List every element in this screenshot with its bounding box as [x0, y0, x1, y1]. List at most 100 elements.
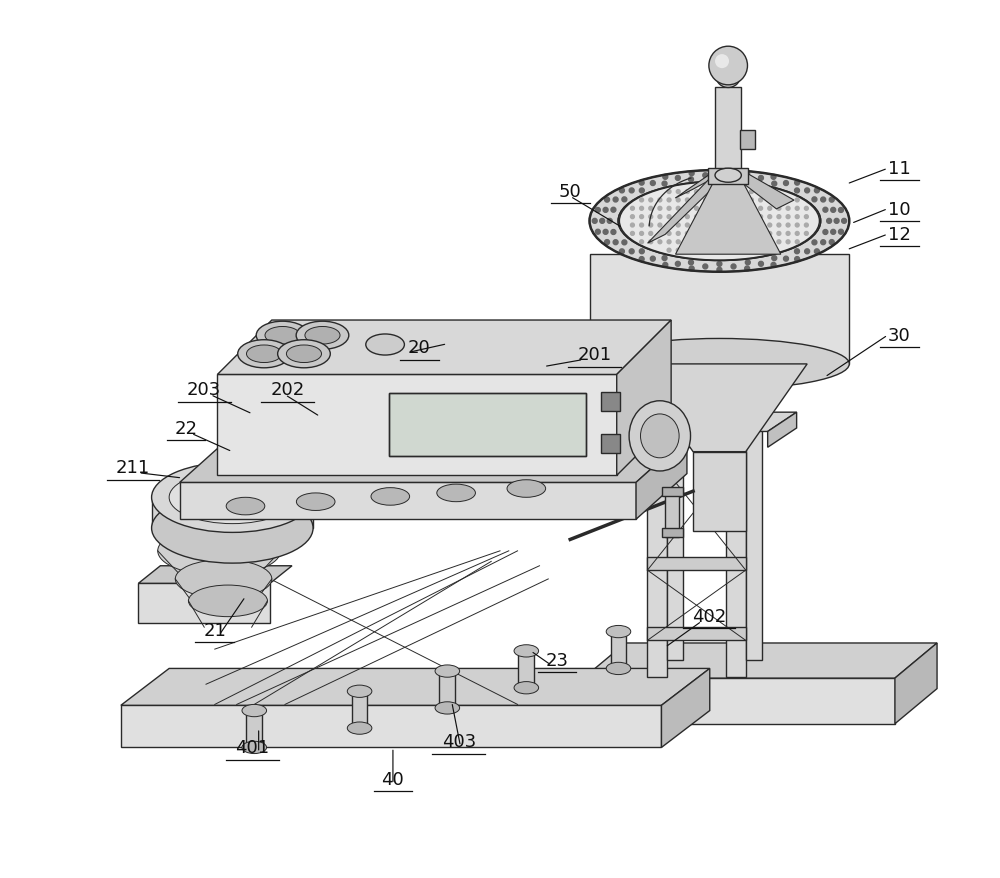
Circle shape [667, 198, 671, 203]
Circle shape [768, 215, 772, 220]
Circle shape [759, 198, 763, 203]
Circle shape [827, 220, 832, 224]
Circle shape [649, 207, 653, 211]
Circle shape [704, 207, 708, 211]
Polygon shape [180, 437, 687, 483]
Polygon shape [152, 498, 313, 529]
Circle shape [786, 207, 790, 211]
Bar [665, 489, 679, 537]
Bar [518, 651, 534, 688]
Circle shape [731, 198, 735, 203]
Ellipse shape [618, 182, 821, 262]
Polygon shape [590, 255, 849, 364]
Circle shape [731, 241, 735, 244]
Circle shape [695, 249, 698, 253]
Circle shape [704, 198, 708, 203]
Circle shape [631, 215, 634, 220]
Circle shape [777, 232, 781, 236]
Circle shape [722, 198, 726, 203]
Circle shape [592, 220, 597, 224]
Circle shape [685, 249, 689, 253]
Circle shape [695, 207, 698, 211]
Bar [647, 628, 746, 641]
Text: 402: 402 [692, 607, 726, 625]
Ellipse shape [514, 645, 539, 658]
Circle shape [622, 198, 627, 203]
Circle shape [805, 189, 810, 194]
Circle shape [704, 191, 708, 194]
Circle shape [649, 198, 653, 203]
Circle shape [759, 176, 763, 181]
Circle shape [605, 241, 610, 245]
Ellipse shape [435, 702, 460, 715]
Circle shape [703, 174, 708, 178]
Text: 203: 203 [187, 381, 221, 399]
Circle shape [662, 182, 667, 187]
Circle shape [622, 241, 627, 246]
Ellipse shape [590, 170, 849, 272]
Ellipse shape [366, 335, 404, 356]
Circle shape [795, 249, 799, 255]
Circle shape [717, 170, 722, 176]
Circle shape [631, 224, 634, 227]
Circle shape [717, 176, 722, 181]
Polygon shape [180, 483, 636, 520]
Text: 30: 30 [888, 327, 911, 344]
Circle shape [640, 198, 644, 203]
Circle shape [759, 191, 763, 194]
Polygon shape [138, 566, 292, 584]
Circle shape [703, 264, 708, 270]
Circle shape [768, 232, 772, 236]
Circle shape [771, 263, 776, 268]
Circle shape [640, 224, 644, 227]
Circle shape [675, 176, 680, 181]
Circle shape [667, 241, 671, 244]
Circle shape [768, 241, 772, 244]
Circle shape [649, 232, 653, 236]
Polygon shape [583, 679, 895, 723]
Ellipse shape [190, 480, 274, 515]
Circle shape [689, 177, 693, 183]
Circle shape [676, 207, 680, 211]
Ellipse shape [507, 480, 546, 498]
Text: 11: 11 [888, 160, 911, 178]
Circle shape [663, 263, 668, 268]
Circle shape [759, 215, 763, 220]
Circle shape [831, 208, 836, 213]
Circle shape [722, 249, 726, 253]
Text: 21: 21 [203, 621, 226, 639]
Circle shape [777, 207, 781, 211]
Circle shape [685, 215, 689, 220]
Text: 201: 201 [578, 346, 612, 363]
Circle shape [658, 215, 662, 220]
Text: 20: 20 [408, 339, 431, 356]
Ellipse shape [278, 341, 330, 369]
Circle shape [639, 189, 644, 194]
Circle shape [689, 267, 694, 271]
Circle shape [795, 198, 799, 203]
Bar [651, 436, 669, 452]
Circle shape [731, 174, 736, 178]
Text: 401: 401 [235, 738, 270, 757]
Circle shape [650, 182, 655, 186]
Circle shape [750, 191, 753, 194]
Circle shape [768, 249, 772, 253]
Ellipse shape [246, 346, 282, 363]
Circle shape [600, 220, 605, 224]
Circle shape [607, 220, 612, 224]
Circle shape [685, 207, 689, 211]
Circle shape [821, 241, 826, 245]
Circle shape [713, 198, 717, 203]
Circle shape [663, 176, 668, 180]
Circle shape [821, 198, 826, 203]
Circle shape [750, 224, 753, 227]
Polygon shape [661, 669, 710, 747]
Circle shape [768, 198, 772, 203]
Ellipse shape [242, 705, 267, 716]
Circle shape [795, 232, 799, 236]
Circle shape [667, 191, 671, 194]
Bar [389, 393, 586, 457]
Circle shape [839, 230, 843, 235]
Bar [746, 428, 762, 660]
Ellipse shape [629, 401, 691, 471]
